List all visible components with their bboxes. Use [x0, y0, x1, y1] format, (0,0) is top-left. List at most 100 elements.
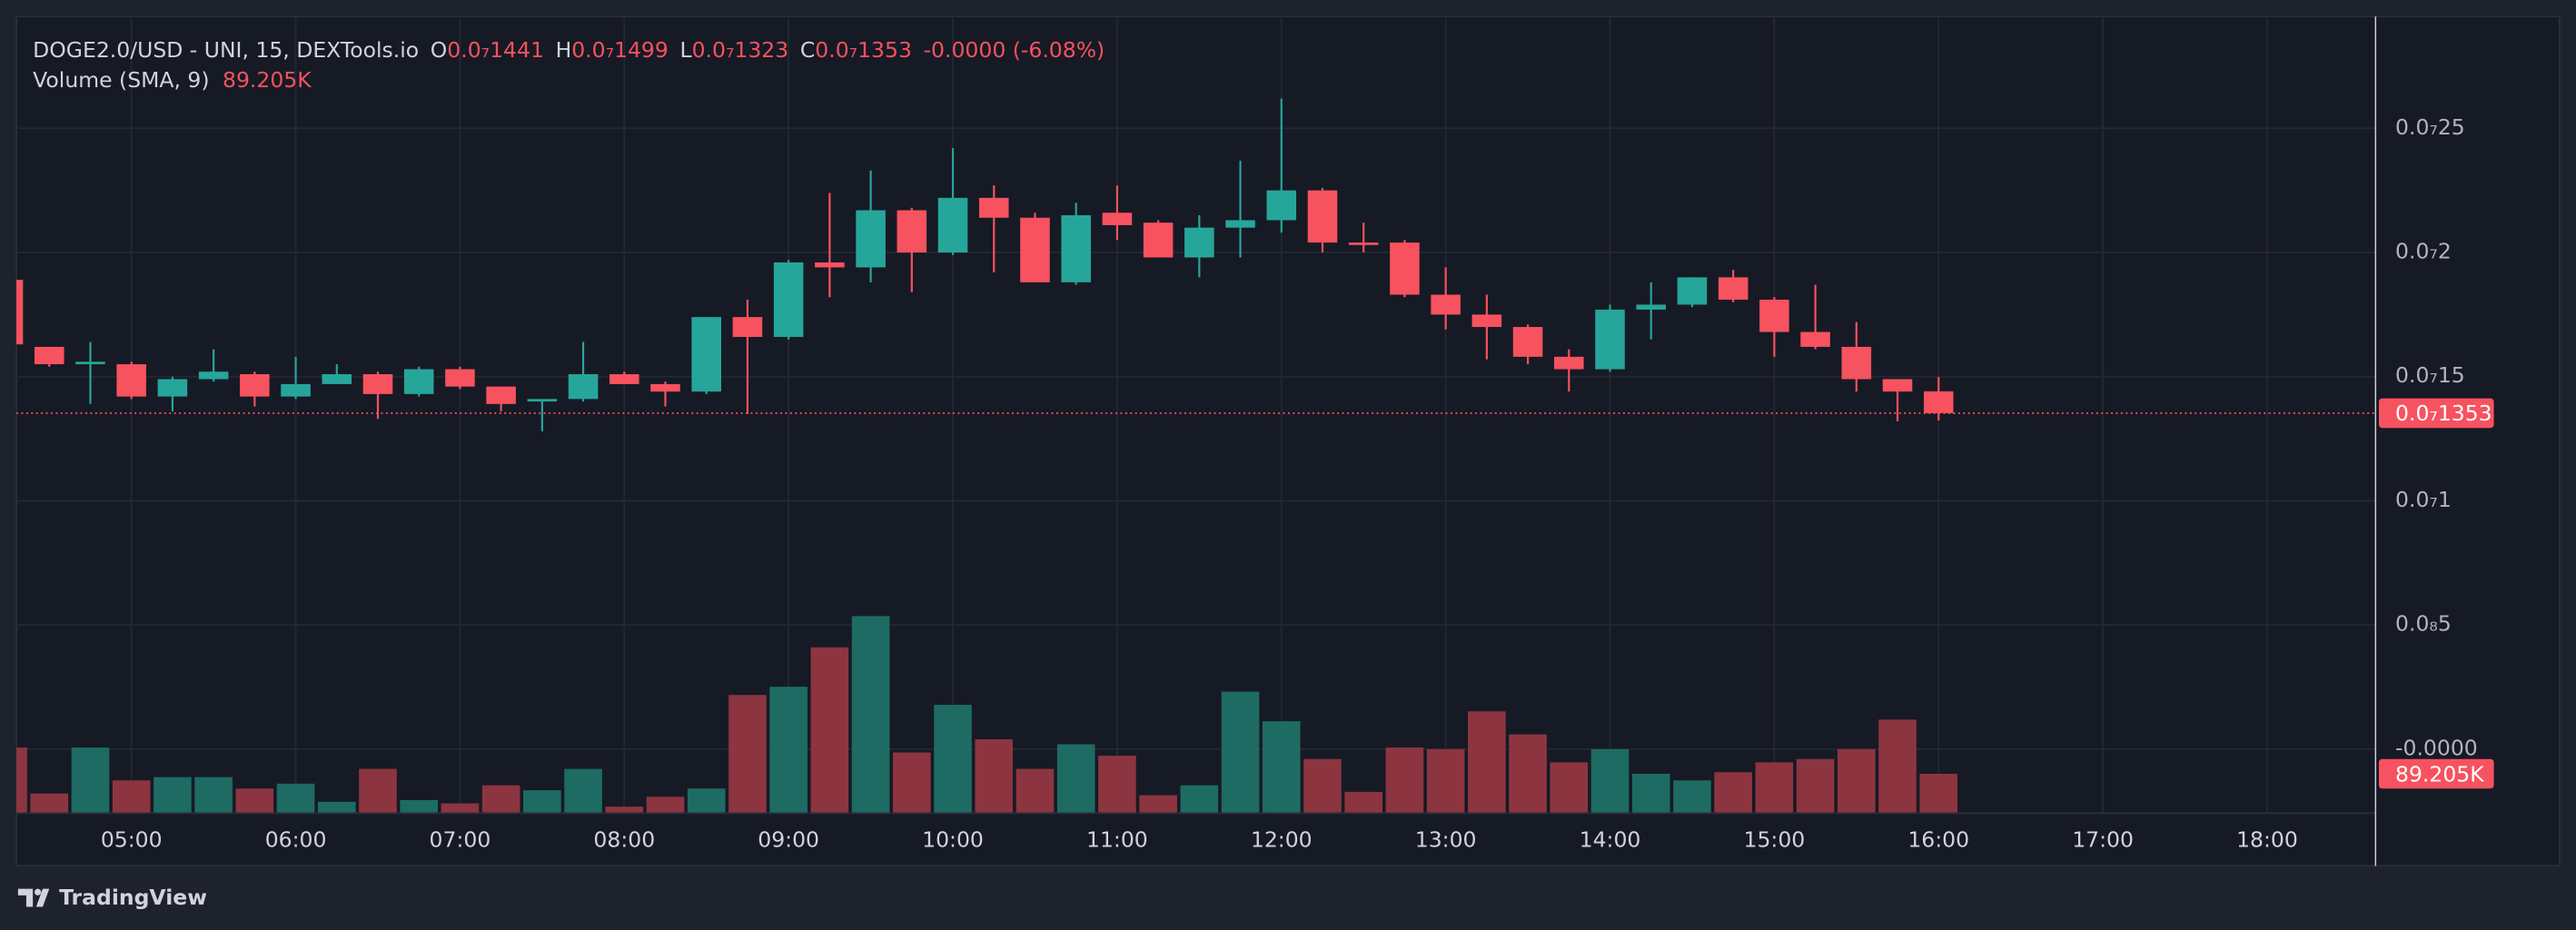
volume-bar [235, 788, 274, 814]
volume-bar [1631, 774, 1670, 814]
x-tick-label: 09:00 [758, 827, 819, 853]
volume-bar [71, 747, 110, 814]
volume-bar [1262, 721, 1301, 814]
volume-bar [112, 780, 151, 814]
volume-bar [441, 803, 480, 814]
ohlc-key: O [431, 37, 448, 63]
x-tick-label: 14:00 [1580, 827, 1641, 853]
ohlc-value: 0.0₇1323 [692, 37, 789, 63]
x-tick-label: 11:00 [1086, 827, 1148, 853]
volume-bar [564, 768, 602, 814]
brand-name: TradingView [59, 885, 207, 910]
plot-area [16, 98, 2376, 814]
x-tick-label: 18:00 [2236, 827, 2298, 853]
ohlc-key: H [556, 37, 572, 63]
candle-body [1800, 331, 1830, 347]
volume-bar [934, 705, 972, 814]
x-tick-label: 10:00 [922, 827, 984, 853]
candle-body [978, 197, 1009, 218]
legend-line: DOGE2.0/USD - UNI, 15, DEXTools.io O0.0₇1… [33, 37, 1105, 63]
volume-bar [1838, 748, 1876, 814]
candle-body [1882, 379, 1913, 392]
volume-bar [728, 695, 767, 814]
y-tick-label: 0.0₈5 [2395, 611, 2452, 637]
candle-body [322, 373, 352, 384]
volume-bar [30, 793, 69, 814]
x-tick-label: 13:00 [1415, 827, 1477, 853]
candle-body [1020, 217, 1050, 282]
volume-bar [1673, 780, 1711, 814]
ohlc-value: 0.0₇1441 [447, 37, 544, 63]
candle-body [1143, 223, 1174, 258]
candle-body [486, 386, 516, 404]
candle-body [1718, 277, 1749, 300]
x-tick-label: 17:00 [2072, 827, 2134, 853]
y-tick-label: 0.0₇2 [2395, 239, 2452, 264]
volume-bar [810, 647, 849, 814]
candle-body [691, 317, 722, 392]
candle-body [445, 369, 475, 387]
candle-body [1348, 242, 1379, 245]
candle-body [403, 369, 434, 394]
volume-bar [1098, 756, 1136, 814]
brand-logo: TradingView [17, 885, 207, 910]
volume-bar [1590, 748, 1630, 814]
candle-body [1512, 327, 1543, 357]
x-tick-label: 06:00 [265, 827, 327, 853]
volume-bar [1509, 734, 1547, 814]
candle-body [1102, 213, 1133, 225]
grid [16, 16, 2376, 814]
volume-bar [1303, 758, 1342, 814]
candle-body [75, 361, 105, 365]
volume-bar [1139, 795, 1177, 814]
ohlc-value: 0.0₇1353 [815, 37, 912, 63]
change-value: -0.0000 (-6.08%) [924, 37, 1105, 63]
candle-body [1636, 304, 1666, 310]
volume-bar [16, 747, 27, 814]
candle-body [1471, 314, 1502, 328]
candle-body [1266, 190, 1297, 221]
volume-bar [769, 687, 807, 814]
volume-value: 89.205K [223, 66, 312, 92]
y-tick-label: 0.0₇15 [2395, 362, 2465, 388]
volume-bar [317, 801, 356, 814]
volume-bar [1919, 774, 1958, 814]
volume-bar [1714, 772, 1752, 814]
candle-body [281, 383, 311, 397]
volume-name: Volume (SMA, 9) [33, 66, 209, 92]
volume-bar [975, 739, 1014, 814]
volume-legend: Volume (SMA, 9) 89.205K [33, 66, 312, 92]
volume-tag-label: 89.205K [2395, 761, 2484, 787]
y-tick-label: 0.0₇25 [2395, 114, 2465, 140]
candle-body [1225, 220, 1255, 228]
candle-body [362, 373, 393, 394]
volume-bar [687, 788, 726, 814]
candle-body [1554, 356, 1584, 370]
volume-bar [400, 799, 439, 814]
header: DOGE2.0/USD - UNI, 15, DEXTools.io O0.0₇1… [33, 37, 1105, 93]
candle-body [1923, 391, 1954, 413]
volume-bar [605, 806, 644, 814]
candle-body [773, 262, 804, 337]
volume-bar [851, 616, 890, 814]
volume-bar [1550, 762, 1589, 814]
ohlc-value: 0.0₇1499 [571, 37, 669, 63]
volume-tag [2378, 758, 2494, 789]
ohlc-key: L [680, 37, 692, 63]
candle-body [1390, 242, 1420, 295]
candle-body [609, 373, 639, 384]
x-tick-label: 07:00 [430, 827, 491, 853]
volume-bar [1016, 768, 1055, 814]
candle-body [897, 210, 927, 253]
volume-bar [1878, 719, 1917, 814]
x-tick-label: 16:00 [1907, 827, 1969, 853]
volume-bar [481, 785, 520, 814]
brand-icon-dot [34, 888, 42, 895]
candle-body [240, 373, 270, 397]
volume-bar [1385, 747, 1424, 814]
x-tick-label: 15:00 [1744, 827, 1806, 853]
volume-bar [1755, 762, 1794, 814]
candle-body [157, 379, 188, 397]
y-tick-label: 0.0₇1 [2395, 487, 2452, 512]
